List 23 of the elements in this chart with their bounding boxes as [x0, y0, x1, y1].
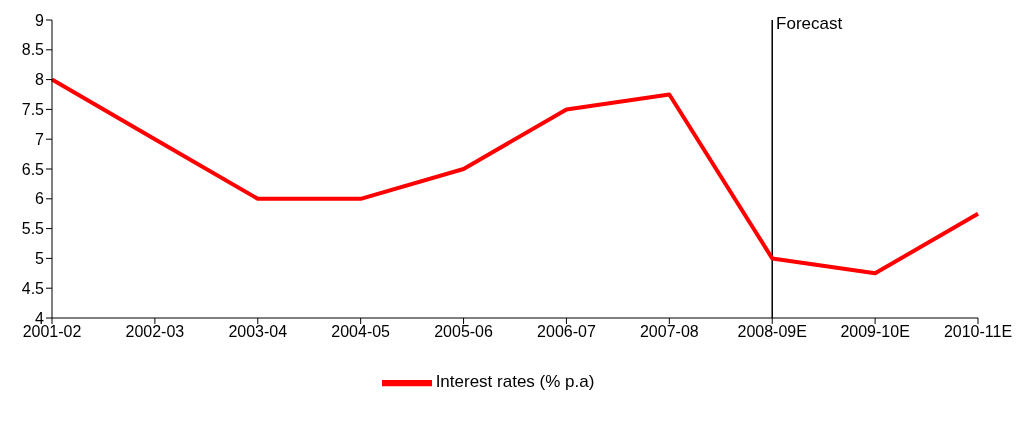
- y-tick-label: 5.5: [21, 220, 45, 238]
- y-tick-label: 8: [35, 71, 45, 89]
- y-tick-label: 5: [35, 250, 45, 268]
- x-tick-label: 2008-09E: [737, 323, 807, 341]
- ref-line-label: Forecast: [776, 14, 843, 34]
- x-tick-label: 2005-06: [434, 323, 494, 341]
- y-tick-label: 6: [35, 190, 45, 208]
- x-tick-label: 2006-07: [537, 323, 596, 341]
- x-tick-label: 2004-05: [331, 323, 391, 341]
- x-tick-label: 2010-11E: [943, 323, 1013, 341]
- y-tick-label: 8.5: [21, 41, 45, 59]
- x-tick-label: 2007-08: [639, 323, 699, 341]
- x-tick-label: 2001-02: [22, 323, 82, 341]
- y-tick-label: 4.5: [21, 279, 45, 297]
- y-tick-label: 7: [35, 130, 45, 148]
- y-tick-label: 7.5: [21, 101, 45, 119]
- x-tick-label: 2009-10E: [840, 323, 910, 341]
- x-tick-label: 2003-04: [228, 323, 288, 341]
- y-tick-label: 9: [35, 11, 45, 29]
- y-tick-label: 6.5: [21, 160, 45, 178]
- x-tick-label: 2002-03: [125, 323, 185, 341]
- line-series: [50, 77, 980, 276]
- legend-label: Interest rates (% p.a): [435, 372, 595, 392]
